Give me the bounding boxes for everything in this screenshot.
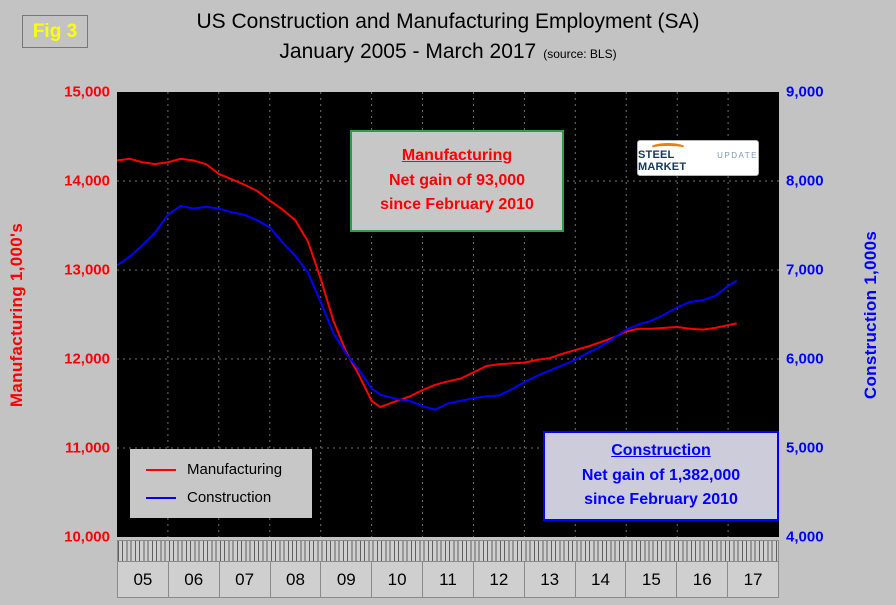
construction-annotation-line2: since February 2010 (584, 491, 738, 509)
x-axis-year-label: 12 (472, 562, 524, 597)
legend-item: Manufacturing (146, 461, 312, 478)
legend-item: Construction (146, 489, 312, 506)
manufacturing-annotation-line2: since February 2010 (380, 196, 534, 214)
x-axis-minor-ticks (117, 540, 779, 562)
axis-tick-label: 15,000 (64, 83, 110, 101)
steel-market-update-logo: STEEL MARKET UPDATE (637, 140, 759, 176)
construction-annotation: Construction Net gain of 1,382,000 since… (543, 431, 779, 521)
chart-title-line1: US Construction and Manufacturing Employ… (196, 10, 700, 33)
chart-subtitle: January 2005 - March 2017 (279, 39, 537, 63)
axis-tick-label: 9,000 (786, 83, 824, 101)
manufacturing-annotation-title: Manufacturing (401, 146, 513, 164)
axis-tick-label: 11,000 (64, 439, 110, 457)
axis-tick-label: 14,000 (64, 172, 110, 190)
series-line-manufacturing (117, 157, 737, 409)
axis-tick-label: 7,000 (786, 261, 824, 279)
x-axis-year-label: 15 (625, 562, 676, 597)
axis-tick-label: 13,000 (64, 261, 110, 279)
x-axis-year-labels: 05 06 07 08 09 10 11 12 13 14 15 16 17 (117, 562, 779, 598)
left-axis-title: Manufacturing 1,000's (7, 222, 27, 407)
x-axis-year-label: 07 (218, 562, 270, 597)
x-axis-year-label: 08 (269, 562, 321, 597)
logo-text-primary: STEEL MARKET (638, 148, 687, 173)
chart-title-line2: January 2005 - March 2017 (source: BLS) (60, 37, 836, 67)
x-axis-year-label: 05 (133, 569, 153, 589)
legend-line-swatch (146, 496, 176, 499)
series-line-construction (117, 204, 738, 411)
fig-label: Fig 3 (22, 15, 88, 48)
chart-title: US Construction and Manufacturing Employ… (60, 7, 836, 67)
x-axis-year-label: 10 (371, 562, 422, 597)
axis-tick-label: 4,000 (786, 528, 824, 546)
construction-annotation-line1: Net gain of 1,382,000 (581, 466, 741, 484)
construction-annotation-title: Construction (611, 441, 711, 459)
legend: Manufacturing Construction (130, 449, 312, 518)
logo-swoosh-icon (650, 143, 686, 153)
right-axis-ticks: 9,000 8,000 7,000 6,000 5,000 4,000 (786, 84, 868, 546)
manufacturing-annotation-line1: Net gain of 93,000 (388, 171, 526, 189)
x-axis-year-label: 11 (422, 562, 473, 597)
legend-label: Construction (187, 489, 272, 506)
logo-text-secondary: UPDATE (717, 150, 758, 160)
x-axis-year-label: 17 (727, 562, 778, 597)
x-axis-year-label: 09 (320, 562, 371, 597)
x-axis-year-label: 13 (523, 562, 575, 597)
x-axis-year-label: 14 (574, 562, 626, 597)
axis-tick-label: 8,000 (786, 172, 824, 190)
axis-tick-label: 5,000 (786, 439, 824, 457)
left-axis-ticks: 15,000 14,000 13,000 12,000 11,000 10,000 (28, 84, 110, 546)
axis-tick-label: 12,000 (64, 350, 110, 368)
legend-line-swatch (146, 468, 176, 471)
x-axis-year-label: 06 (167, 562, 219, 597)
legend-label: Manufacturing (187, 461, 283, 478)
manufacturing-annotation: Manufacturing Net gain of 93,000 since F… (350, 130, 564, 232)
axis-tick-label: 10,000 (64, 528, 110, 546)
chart-source: (source: BLS) (543, 46, 617, 61)
x-axis-year-label: 16 (676, 562, 727, 597)
axis-tick-label: 6,000 (786, 350, 824, 368)
